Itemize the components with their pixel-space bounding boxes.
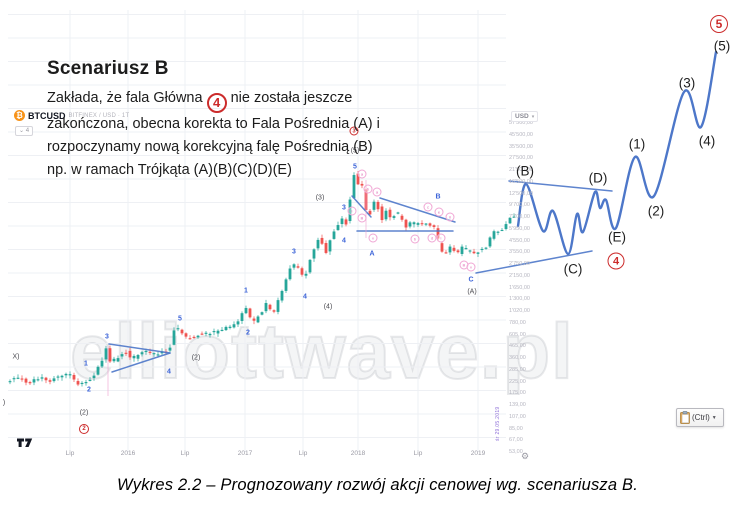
timeframe-chip: ⌄ 4 <box>15 126 34 136</box>
currency-dropdown: USD ▾ <box>511 111 539 122</box>
bitcoin-icon: ₿ <box>14 110 25 121</box>
scenario-line-2: zakończona, obecna korekta to Fala Pośre… <box>47 115 380 132</box>
chevron-down-icon: ▾ <box>531 113 535 120</box>
scenario-line-4: np. w ramach Trójkąta (A)(B)(C)(D)(E) <box>47 161 292 178</box>
currency-label: USD <box>515 113 529 120</box>
tradingview-logo <box>17 438 33 447</box>
candles <box>8 171 516 387</box>
ticker-row: ₿ BTCUSD BITFINEX / USD · 1T <box>14 110 129 121</box>
clipboard-icon <box>680 411 690 424</box>
scenario-line-1: Zakłada, że fala Główna 4 nie została jesz… <box>47 87 380 113</box>
scenario-text-block: Scenariusz B Zakłada, że fala Główna 4 nie… <box>47 58 380 182</box>
red-circled-4-inline: 4 <box>206 92 227 113</box>
paste-dropdown-arrow[interactable]: ▼ <box>711 414 717 421</box>
settings-gear-icon: ⚙ <box>521 451 530 461</box>
scenario-line-3: rozpoczynamy nową korekcyjną falę Pośred… <box>47 138 373 155</box>
ticker-symbol: BTCUSD <box>28 110 66 121</box>
last-bar-date-marker: śr 29.05.2019 <box>495 406 501 441</box>
figure-caption: Wykres 2.2 – Prognozowany rozwój akcji c… <box>116 476 639 494</box>
scenario-title: Scenariusz B <box>47 58 169 79</box>
paste-button-label: (Ctrl) <box>692 413 710 422</box>
ticker-subtitle: BITFINEX / USD · 1T <box>68 112 130 119</box>
trendline-drawings <box>107 180 613 396</box>
projection-curve <box>516 50 718 256</box>
paste-options-button[interactable]: (Ctrl) ▼ <box>676 408 724 427</box>
